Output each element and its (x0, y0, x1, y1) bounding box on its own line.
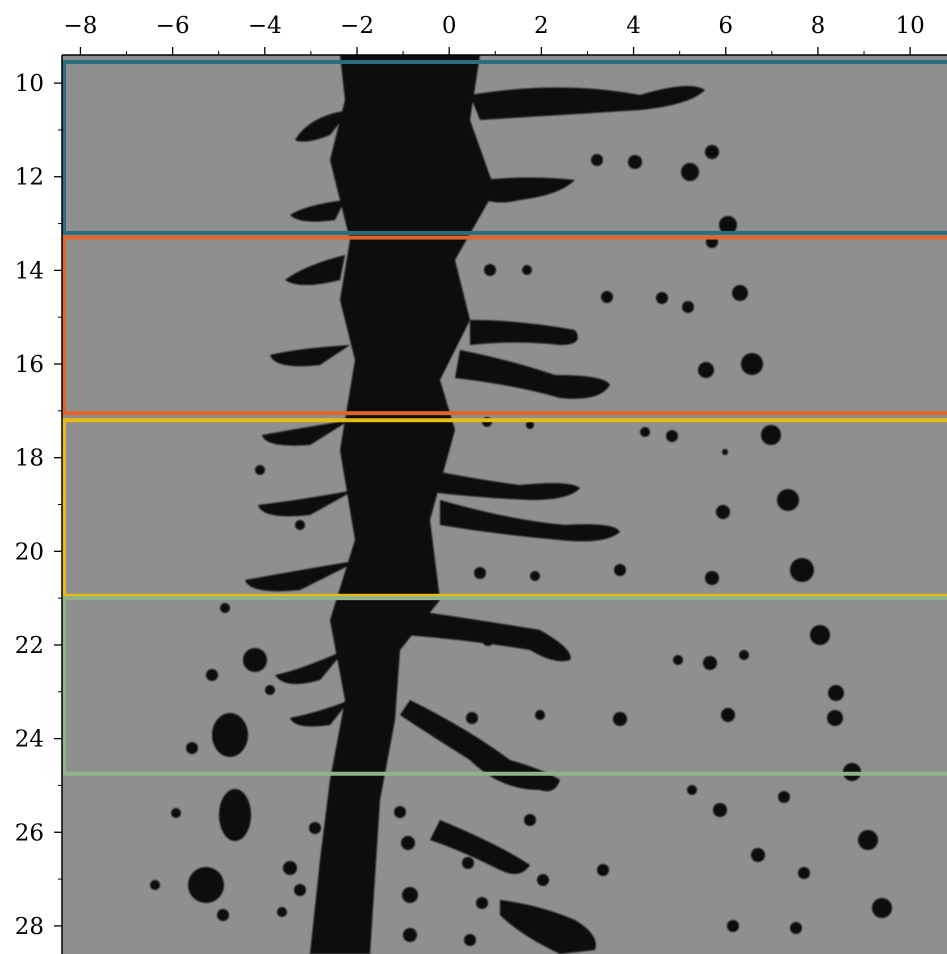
y-tick-label: 24 (15, 727, 44, 753)
x-tick-label: 8 (811, 13, 826, 39)
y-tick-label: 16 (15, 352, 44, 378)
y-tick-label: 10 (15, 71, 44, 97)
x-tick-label: −6 (156, 13, 190, 39)
splash-photo (150, 55, 892, 954)
highlight-bands (62, 60, 947, 776)
x-tick-label: 0 (442, 13, 457, 39)
highlight-band-4 (62, 596, 947, 776)
x-tick-label: 6 (718, 13, 733, 39)
photo-background (62, 55, 947, 954)
x-tick-label: −2 (340, 13, 374, 39)
highlight-band-3 (62, 418, 947, 598)
y-tick-label: 14 (15, 258, 44, 284)
x-tick-label: 4 (626, 13, 641, 39)
y-axis-ticks: 10 12 14 16 18 20 22 24 26 28 (15, 71, 62, 940)
y-tick-label: 12 (15, 165, 44, 191)
y-tick-label: 22 (15, 633, 44, 659)
y-tick-label: 28 (15, 914, 44, 940)
y-tick-label: 20 (15, 539, 44, 565)
x-tick-label: 2 (534, 13, 549, 39)
highlight-band-2 (62, 235, 947, 416)
x-tick-label: −4 (248, 13, 282, 39)
x-axis-ticks: −8 −6 −4 −2 0 2 4 6 8 10 (63, 13, 925, 55)
y-tick-label: 26 (15, 820, 44, 846)
x-tick-label: −8 (63, 13, 97, 39)
highlight-band-1 (62, 60, 947, 235)
x-tick-label: 10 (895, 13, 924, 39)
y-tick-label: 18 (15, 446, 44, 472)
